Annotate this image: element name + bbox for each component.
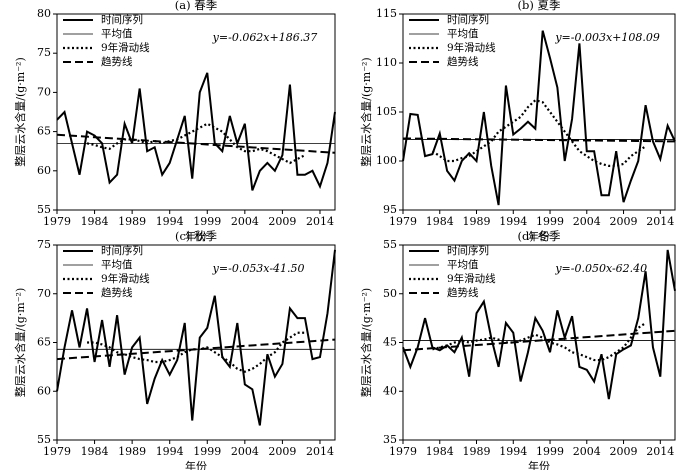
y-tick-label: 70: [37, 85, 51, 98]
y-tick-label: 65: [37, 336, 51, 349]
x-tick-label: 1999: [536, 445, 564, 458]
x-tick-label: 1979: [389, 445, 417, 458]
y-tick-label: 45: [383, 336, 397, 349]
x-tick-label: 2004: [231, 445, 259, 458]
series-line: [402, 137, 676, 143]
x-tick-label: 1994: [499, 445, 527, 458]
x-tick-label: 2004: [573, 445, 601, 458]
x-tick-label: 2009: [268, 215, 296, 228]
legend-label: 平均值: [101, 258, 133, 271]
series-line: [56, 249, 336, 426]
y-tick-label: 75: [37, 238, 51, 251]
y-tick-label: 75: [37, 46, 51, 59]
x-tick-label: 1979: [43, 445, 71, 458]
legend-label: 时间序列: [447, 13, 489, 26]
x-tick-label: 2004: [573, 215, 601, 228]
series-line: [56, 338, 336, 361]
y-tick-label: 95: [383, 203, 397, 216]
x-tick-label: 1994: [499, 215, 527, 228]
legend-label: 趋势线: [101, 55, 133, 68]
legend-label: 时间序列: [447, 244, 489, 257]
legend-label: 9年滑动线: [101, 272, 150, 285]
annotation: y=-0.003x+108.09: [554, 31, 660, 44]
x-tick-label: 1989: [118, 215, 146, 228]
x-tick-label: 1999: [536, 215, 564, 228]
x-tick-label: 1989: [118, 445, 146, 458]
panel-title: (a) 春季: [175, 0, 218, 12]
plot-frame: [56, 13, 336, 211]
x-axis-label: 年份: [528, 459, 550, 470]
y-tick-label: 55: [383, 238, 397, 251]
y-tick-label: 80: [37, 7, 51, 20]
x-tick-label: 1999: [193, 215, 221, 228]
legend-label: 9年滑动线: [447, 41, 496, 54]
series-line: [431, 99, 647, 167]
y-tick-label: 35: [383, 433, 397, 446]
x-axis-label: 年份: [528, 229, 550, 243]
y-tick-label: 55: [37, 433, 51, 446]
annotation: y=-0.050x-62.40: [554, 262, 647, 275]
y-axis-label: 整层云水含量/(g·m⁻²): [13, 288, 27, 397]
series-line: [402, 329, 676, 352]
legend-label: 趋势线: [101, 286, 133, 299]
x-tick-label: 1984: [426, 445, 454, 458]
y-axis-label: 整层云水含量/(g·m⁻²): [13, 57, 27, 166]
y-axis-label: 整层云水含量/(g·m⁻²): [359, 57, 373, 166]
y-tick-label: 60: [37, 164, 51, 177]
legend-label: 9年滑动线: [447, 272, 496, 285]
legend-label: 平均值: [447, 258, 479, 271]
x-tick-label: 1994: [156, 445, 184, 458]
series-line: [402, 249, 676, 400]
y-tick-label: 105: [376, 105, 397, 118]
x-tick-label: 2009: [268, 445, 296, 458]
y-tick-label: 55: [37, 203, 51, 216]
x-axis-label: 年份: [185, 459, 207, 470]
y-tick-label: 115: [376, 7, 397, 20]
legend-label: 时间序列: [101, 244, 143, 257]
x-tick-label: 1979: [43, 215, 71, 228]
panel-title: (c) 秋季: [175, 229, 218, 243]
x-tick-label: 1984: [426, 215, 454, 228]
x-tick-label: 1999: [193, 445, 221, 458]
x-tick-label: 1979: [389, 215, 417, 228]
x-tick-label: 1994: [156, 215, 184, 228]
x-tick-label: 2014: [646, 215, 674, 228]
x-tick-label: 2004: [231, 215, 259, 228]
legend-label: 趋势线: [447, 55, 479, 68]
x-tick-label: 2014: [306, 445, 334, 458]
y-tick-label: 65: [37, 125, 51, 138]
series-line: [432, 322, 647, 362]
annotation: y=-0.062x+186.37: [212, 31, 318, 44]
legend-label: 趋势线: [447, 286, 479, 299]
series-line: [56, 133, 336, 154]
y-tick-label: 50: [383, 287, 397, 300]
x-tick-label: 2009: [610, 445, 638, 458]
y-tick-label: 40: [383, 384, 397, 397]
legend-label: 9年滑动线: [101, 41, 150, 54]
y-tick-label: 60: [37, 384, 51, 397]
y-axis-label: 整层云水含量/(g·m⁻²): [359, 288, 373, 397]
x-axis-label: 年份: [185, 229, 207, 243]
x-tick-label: 2014: [646, 445, 674, 458]
x-tick-label: 2014: [306, 215, 334, 228]
x-tick-label: 2009: [610, 215, 638, 228]
y-tick-label: 110: [376, 56, 397, 69]
panel-title: (b) 夏季: [518, 0, 561, 12]
x-tick-label: 1989: [463, 445, 491, 458]
panel-title: (d) 冬季: [518, 229, 561, 243]
x-tick-label: 1984: [81, 445, 109, 458]
legend-label: 平均值: [101, 27, 133, 40]
annotation: y=-0.053x-41.50: [212, 262, 305, 275]
x-tick-label: 1984: [81, 215, 109, 228]
series-line: [402, 30, 676, 206]
legend-label: 时间序列: [101, 13, 143, 26]
y-tick-label: 70: [37, 287, 51, 300]
series-line: [56, 72, 336, 191]
x-tick-label: 1989: [463, 215, 491, 228]
y-tick-label: 100: [376, 154, 397, 167]
legend-label: 平均值: [447, 27, 479, 40]
